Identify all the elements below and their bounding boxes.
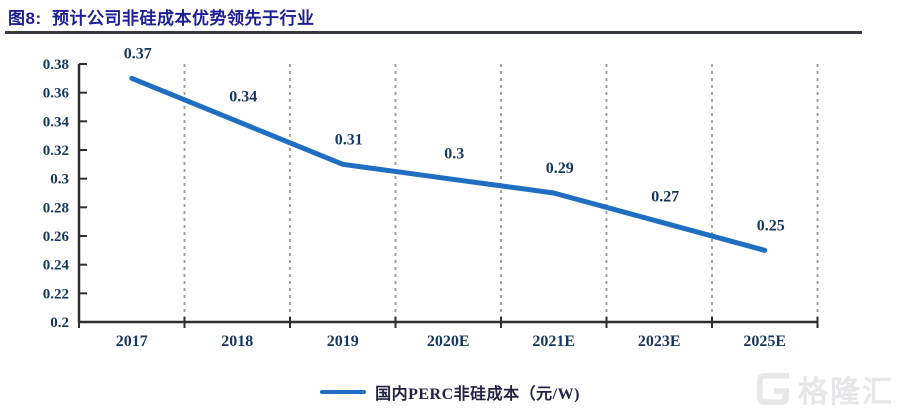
series-line — [129, 75, 768, 253]
watermark-text: 格隆汇 — [798, 376, 894, 409]
y-tick-label: 0.36 — [43, 86, 70, 102]
y-tick-label: 0.3 — [50, 172, 69, 188]
y-tick-label: 0.24 — [43, 258, 70, 274]
data-label: 0.27 — [651, 189, 679, 206]
x-tick-label: 2017 — [116, 333, 148, 350]
x-tick-label: 2020E — [427, 333, 470, 350]
y-tick-label: 0.32 — [43, 143, 69, 159]
y-tick-label: 0.38 — [43, 57, 69, 73]
data-label: 0.34 — [229, 88, 257, 105]
legend-line-marker — [320, 390, 367, 394]
gelonghui-logo-icon — [757, 373, 789, 405]
data-label: 0.29 — [546, 160, 574, 177]
y-tick-label: 0.28 — [43, 200, 69, 216]
x-tick-label: 2021E — [532, 333, 575, 350]
data-label: 0.3 — [444, 146, 464, 163]
title-underline — [5, 31, 862, 34]
chart-legend: 国内PERC非硅成本（元/W) — [0, 380, 900, 404]
x-tick-label: 2025E — [743, 333, 786, 350]
gelonghui-watermark: 格隆汇 — [753, 367, 894, 411]
y-tick-label: 0.26 — [43, 229, 70, 245]
y-tick-label: 0.22 — [43, 286, 69, 302]
data-label: 0.25 — [757, 217, 785, 234]
y-tick-label: 0.34 — [43, 114, 70, 130]
x-tick-label: 2023E — [638, 333, 681, 350]
y-tick-label: 0.2 — [50, 315, 69, 331]
x-tick-label: 2018 — [221, 333, 253, 350]
x-tick-label: 2019 — [327, 333, 359, 350]
data-label: 0.37 — [124, 45, 152, 62]
data-label: 0.31 — [335, 131, 363, 148]
legend-label: 国内PERC非硅成本（元/W) — [375, 386, 580, 403]
figure-title: 图8: 预计公司非硅成本优势领先于行业 — [8, 9, 315, 28]
